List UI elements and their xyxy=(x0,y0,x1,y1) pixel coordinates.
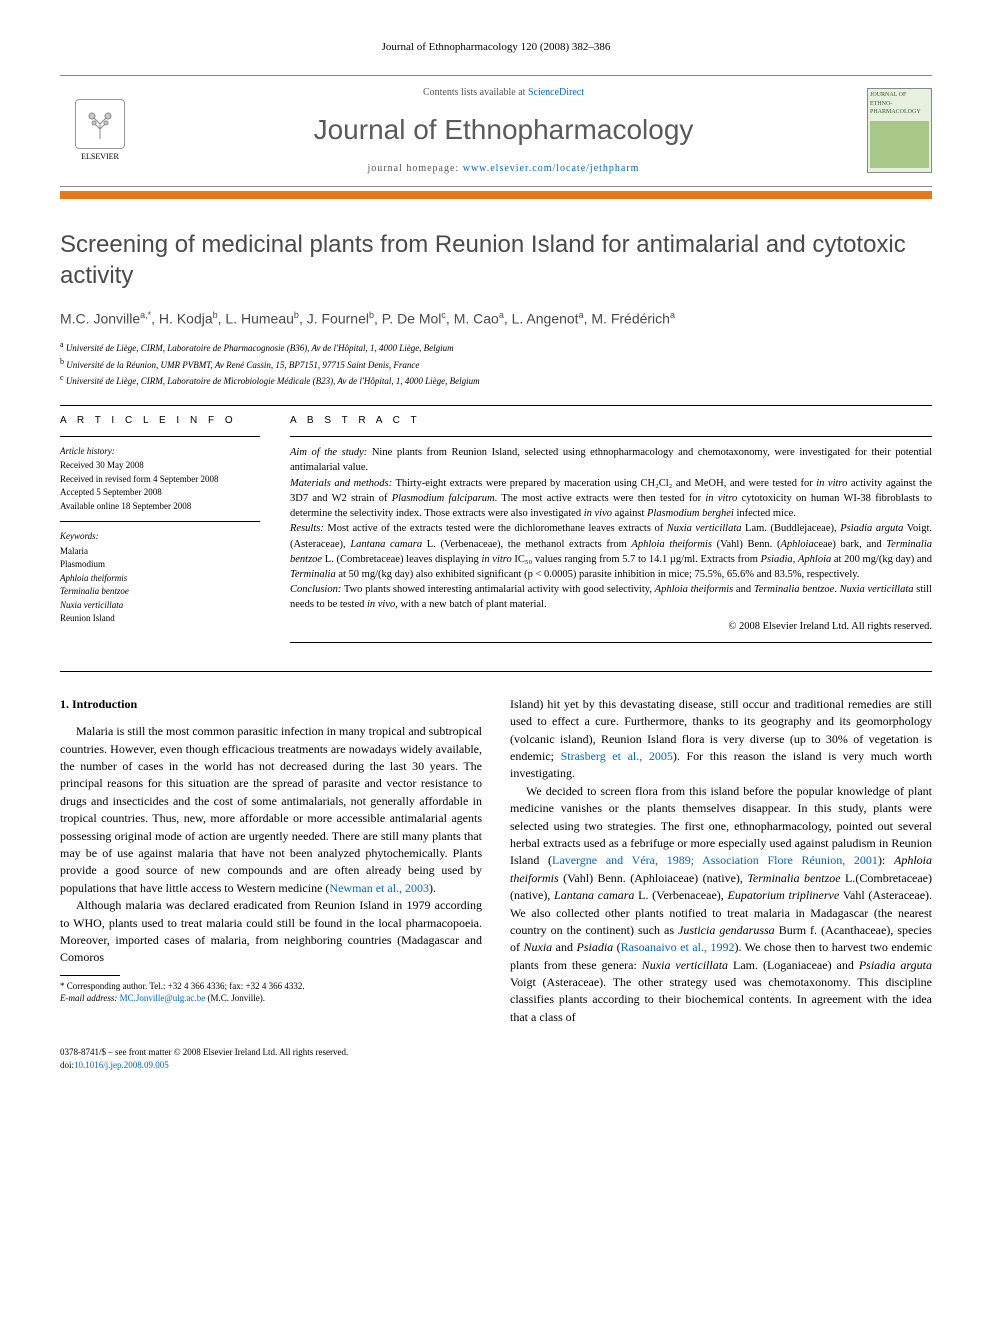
elsevier-tree-icon xyxy=(75,99,125,149)
journal-homepage: journal homepage: www.elsevier.com/locat… xyxy=(140,162,867,176)
citation-link[interactable]: Strasberg et al., 2005 xyxy=(561,749,673,763)
history-line: Received in revised form 4 September 200… xyxy=(60,473,260,487)
body-paragraph: We decided to screen flora from this isl… xyxy=(510,783,932,1026)
divider xyxy=(60,405,932,406)
body-paragraph: Although malaria was declared eradicated… xyxy=(60,897,482,967)
keyword: Plasmodium xyxy=(60,558,260,572)
sciencedirect-link[interactable]: ScienceDirect xyxy=(528,87,584,98)
corresponding-author-footnote: * Corresponding author. Tel.: +32 4 366 … xyxy=(60,980,482,1005)
article-info-head: A R T I C L E I N F O xyxy=(60,414,260,428)
journal-name: Journal of Ethnopharmacology xyxy=(140,110,867,149)
history-line: Received 30 May 2008 xyxy=(60,459,260,473)
abstract-head: A B S T R A C T xyxy=(290,414,932,429)
divider xyxy=(60,671,932,672)
history-line: Accepted 5 September 2008 xyxy=(60,486,260,500)
abstract-copyright: © 2008 Elsevier Ireland Ltd. All rights … xyxy=(290,619,932,634)
publisher-name: ELSEVIER xyxy=(81,151,119,162)
body-paragraph: Island) hit yet by this devastating dise… xyxy=(510,696,932,783)
abstract-paragraph: Results: Most active of the extracts tes… xyxy=(290,521,932,582)
section-heading: 1. Introduction xyxy=(60,696,482,713)
homepage-link[interactable]: www.elsevier.com/locate/jethpharm xyxy=(463,163,640,174)
citation-link[interactable]: Lavergne and Véra, 1989; Association Flo… xyxy=(552,853,878,867)
keyword: Terminalia bentzoe xyxy=(60,585,260,599)
contents-available: Contents lists available at ScienceDirec… xyxy=(140,86,867,100)
abstract: A B S T R A C T Aim of the study: Nine p… xyxy=(290,414,932,651)
affiliation: b Université de la Réunion, UMR PVBMT, A… xyxy=(60,356,932,373)
cover-thumbnail: JOURNAL OF ETHNO-PHARMACOLOGY xyxy=(867,88,932,173)
footnote-separator xyxy=(60,975,120,976)
affiliation: c Université de Liège, CIRM, Laboratoire… xyxy=(60,372,932,389)
journal-header: ELSEVIER Contents lists available at Sci… xyxy=(60,75,932,186)
citation-link[interactable]: Rasoanaivo et al., 1992 xyxy=(621,940,735,954)
article-info: A R T I C L E I N F O Article history: R… xyxy=(60,414,260,651)
body-text: 1. Introduction Malaria is still the mos… xyxy=(60,696,932,1026)
accent-bar xyxy=(60,191,932,199)
affiliation: a Université de Liège, CIRM, Laboratoire… xyxy=(60,339,932,356)
history-head: Article history: xyxy=(60,445,260,458)
abstract-paragraph: Aim of the study: Nine plants from Reuni… xyxy=(290,445,932,475)
keyword: Malaria xyxy=(60,545,260,559)
keyword: Aphloia theiformis xyxy=(60,572,260,586)
abstract-paragraph: Conclusion: Two plants showed interestin… xyxy=(290,582,932,612)
article-title: Screening of medicinal plants from Reuni… xyxy=(60,229,932,291)
affiliations: a Université de Liège, CIRM, Laboratoire… xyxy=(60,339,932,389)
publisher-logo: ELSEVIER xyxy=(60,91,140,171)
body-paragraph: Malaria is still the most common parasit… xyxy=(60,723,482,897)
author-list: M.C. Jonvillea,*, H. Kodjab, L. Humeaub,… xyxy=(60,309,932,329)
history-line: Available online 18 September 2008 xyxy=(60,500,260,514)
page-footer: 0378-8741/$ – see front matter © 2008 El… xyxy=(60,1046,932,1071)
running-head: Journal of Ethnopharmacology 120 (2008) … xyxy=(60,40,932,55)
citation-link[interactable]: Newman et al., 2003 xyxy=(329,881,429,895)
keyword: Nuxia verticillata xyxy=(60,599,260,613)
abstract-paragraph: Materials and methods: Thirty-eight extr… xyxy=(290,476,932,522)
email-link[interactable]: MC.Jonville@ulg.ac.be xyxy=(120,993,206,1003)
doi-link[interactable]: 10.1016/j.jep.2008.09.005 xyxy=(74,1060,169,1070)
keyword: Reunion Island xyxy=(60,612,260,626)
keywords-head: Keywords: xyxy=(60,530,260,543)
